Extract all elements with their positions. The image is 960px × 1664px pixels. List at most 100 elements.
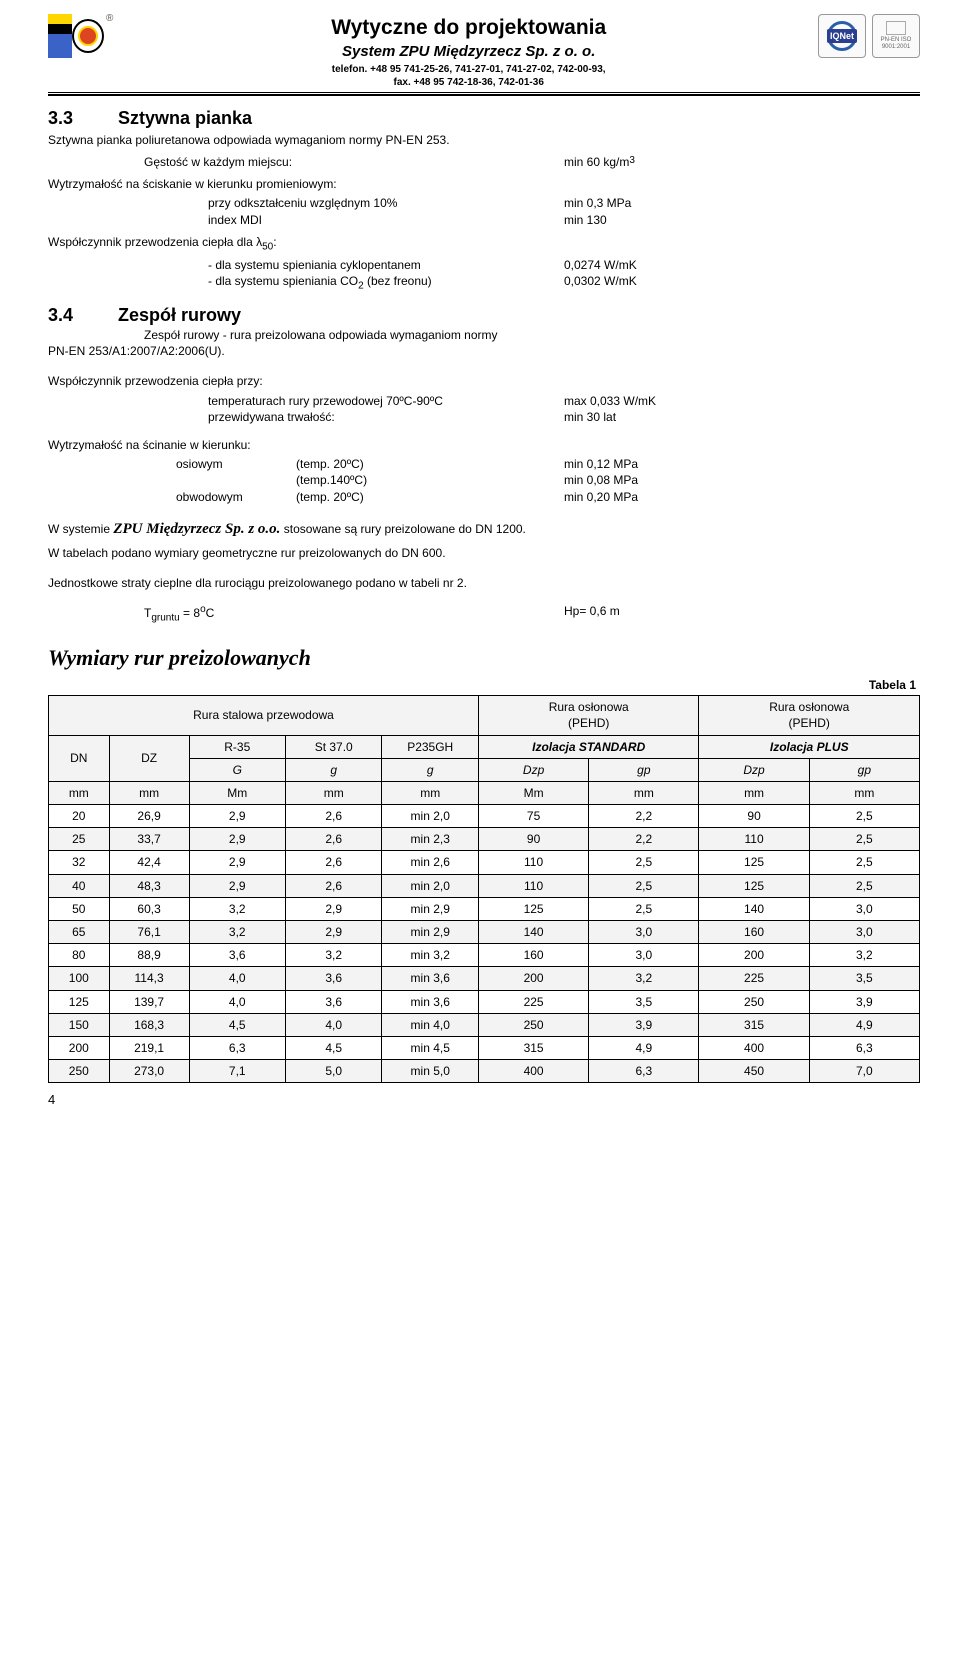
table-cell: 2,9 <box>189 851 285 874</box>
table-cell: 315 <box>699 1013 809 1036</box>
cyclopentane-row: - dla systemu spieniania cyklopentanem 0… <box>208 257 920 273</box>
table-cell: 114,3 <box>109 967 189 990</box>
table-cell: 125 <box>699 851 809 874</box>
table-cell: 7,1 <box>189 1060 285 1083</box>
table-cell: 4,0 <box>189 990 285 1013</box>
u-5: mm <box>382 781 479 804</box>
shear-row-3: obwodowym (temp. 20ºC) min 0,20 MPa <box>176 489 920 505</box>
phone-line: telefon. +48 95 741-25-26, 741-27-01, 74… <box>127 63 810 77</box>
system-line-2: W tabelach podano wymiary geometryczne r… <box>48 545 920 561</box>
table-cell: 2,5 <box>809 874 919 897</box>
table-cell: min 2,3 <box>382 828 479 851</box>
u-7: mm <box>589 781 699 804</box>
table-cell: 60,3 <box>109 897 189 920</box>
co2-row: - dla systemu spieniania CO2 (bez freonu… <box>208 273 920 293</box>
table-cell: 250 <box>478 1013 588 1036</box>
cert-badges: IQNet PN-EN ISO 9001:2001 <box>818 14 920 58</box>
u-1: mm <box>49 781 110 804</box>
table-cell: 3,5 <box>589 990 699 1013</box>
th-G: G <box>189 758 285 781</box>
table-cell: min 2,0 <box>382 805 479 828</box>
table-cell: 3,6 <box>286 967 382 990</box>
sec33-intro: Sztywna pianka poliuretanowa odpowiada w… <box>48 132 920 148</box>
temp-row: temperaturach rury przewodowej 70ºC-90ºC… <box>208 393 920 409</box>
table-cell: 2,6 <box>286 851 382 874</box>
th-pehd-2: Rura osłonowa (PEHD) <box>699 696 920 735</box>
table-cell: 20 <box>49 805 110 828</box>
density-row: Gęstość w każdym miejscu: min 60 kg/m3 <box>144 154 920 170</box>
table-cell: 2,9 <box>189 805 285 828</box>
u-4: mm <box>286 781 382 804</box>
registered-mark: ® <box>106 12 113 26</box>
table-cell: 4,0 <box>286 1013 382 1036</box>
u-3: Mm <box>189 781 285 804</box>
th-r35: R-35 <box>189 735 285 758</box>
table-number: Tabela 1 <box>48 677 916 693</box>
table-row: 150168,34,54,0min 4,02503,93154,9 <box>49 1013 920 1036</box>
table-cell: 250 <box>49 1060 110 1083</box>
table-head: Rura stalowa przewodowa Rura osłonowa (P… <box>49 696 920 805</box>
table-cell: 3,2 <box>589 967 699 990</box>
table-cell: min 2,6 <box>382 851 479 874</box>
th-iz-std: Izolacja STANDARD <box>478 735 698 758</box>
table-cell: 90 <box>478 828 588 851</box>
table-cell: 33,7 <box>109 828 189 851</box>
table-cell: 42,4 <box>109 851 189 874</box>
th-dzp2: Dzp <box>699 758 809 781</box>
table-cell: 150 <box>49 1013 110 1036</box>
document-header: ® Wytyczne do projektowania System ZPU M… <box>48 14 920 90</box>
table-cell: 2,9 <box>286 897 382 920</box>
table-cell: 160 <box>478 944 588 967</box>
table-cell: 3,2 <box>189 921 285 944</box>
table-cell: 2,2 <box>589 805 699 828</box>
table-cell: min 4,0 <box>382 1013 479 1036</box>
th-gp2: gp <box>809 758 919 781</box>
table-row: 4048,32,92,6min 2,01102,51252,5 <box>49 874 920 897</box>
table-cell: 4,5 <box>189 1013 285 1036</box>
table-cell: 125 <box>699 874 809 897</box>
th-st37: St 37.0 <box>286 735 382 758</box>
section-3-4-heading: 3.4Zespół rurowy <box>48 303 920 327</box>
table-cell: min 2,9 <box>382 897 479 920</box>
table-cell: min 3,6 <box>382 967 479 990</box>
page-number: 4 <box>48 1091 920 1109</box>
system-line-1: W systemie ZPU Międzyrzecz Sp. z o.o. st… <box>48 519 920 539</box>
table-cell: 6,3 <box>589 1060 699 1083</box>
table-heading: Wymiary rur preizolowanych <box>48 643 920 673</box>
th-pehd-1: Rura osłonowa (PEHD) <box>478 696 698 735</box>
table-cell: 219,1 <box>109 1036 189 1059</box>
shear-row-1: osiowym (temp. 20ºC) min 0,12 MPa <box>176 456 920 472</box>
table-cell: 3,5 <box>809 967 919 990</box>
table-row: 2533,72,92,6min 2,3902,21102,5 <box>49 828 920 851</box>
table-cell: 2,5 <box>809 805 919 828</box>
table-cell: 25 <box>49 828 110 851</box>
table-cell: 140 <box>699 897 809 920</box>
th-iz-plus: Izolacja PLUS <box>699 735 920 758</box>
page: ® Wytyczne do projektowania System ZPU M… <box>0 0 960 1129</box>
compressive-heading: Wytrzymałość na ściskanie w kierunku pro… <box>48 176 920 192</box>
table-cell: 400 <box>699 1036 809 1059</box>
table-cell: 100 <box>49 967 110 990</box>
table-cell: 4,9 <box>589 1036 699 1059</box>
durability-row: przewidywana trwałość: min 30 lat <box>208 409 920 425</box>
table-cell: 125 <box>478 897 588 920</box>
tgruntu-row: Tgruntu = 8oC Hp= 0,6 m <box>144 603 920 625</box>
table-cell: min 3,2 <box>382 944 479 967</box>
th-dzp1: Dzp <box>478 758 588 781</box>
table-cell: 3,6 <box>286 990 382 1013</box>
header-titles: Wytyczne do projektowania System ZPU Mię… <box>127 14 810 90</box>
table-cell: min 3,6 <box>382 990 479 1013</box>
u-9: mm <box>809 781 919 804</box>
table-cell: min 2,0 <box>382 874 479 897</box>
table-cell: 48,3 <box>109 874 189 897</box>
table-cell: 3,0 <box>589 921 699 944</box>
table-cell: 50 <box>49 897 110 920</box>
table-cell: 2,5 <box>809 828 919 851</box>
th-dn: DN <box>49 735 110 781</box>
u-6: Mm <box>478 781 588 804</box>
u-8: mm <box>699 781 809 804</box>
table-cell: 200 <box>699 944 809 967</box>
table-row: 6576,13,22,9min 2,91403,01603,0 <box>49 921 920 944</box>
table-row: 8088,93,63,2min 3,21603,02003,2 <box>49 944 920 967</box>
table-cell: 2,6 <box>286 805 382 828</box>
